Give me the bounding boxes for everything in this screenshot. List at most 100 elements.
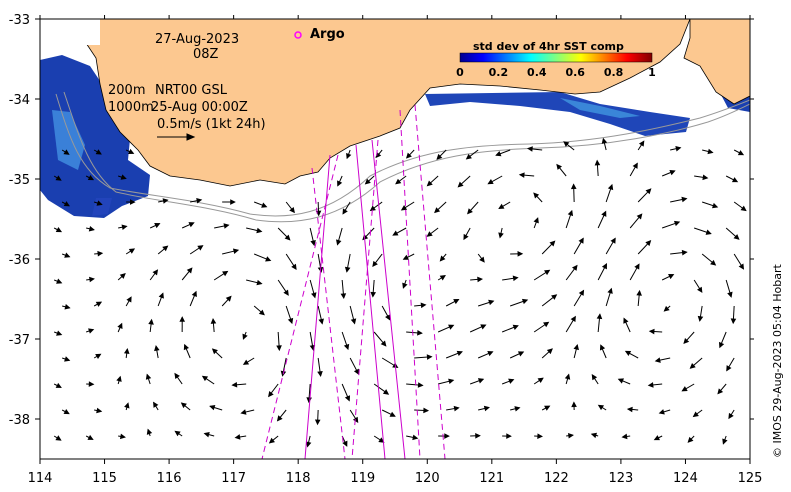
current-vector-head xyxy=(436,153,443,160)
current-vector-head xyxy=(291,263,297,270)
current-vector-head xyxy=(210,318,217,324)
current-vector-head xyxy=(533,192,540,199)
current-vector-head xyxy=(183,343,189,351)
current-vector-head xyxy=(126,296,132,303)
current-vector-head xyxy=(230,199,236,205)
current-vector-head xyxy=(88,328,95,334)
colorbar-tick-label: 0.6 xyxy=(565,66,585,79)
altimeter-tracks xyxy=(261,104,446,459)
current-vector-head xyxy=(632,162,638,169)
current-vector-head xyxy=(88,381,95,387)
scale-arrow xyxy=(157,133,196,141)
current-vector-head xyxy=(129,199,136,205)
current-vector-head xyxy=(64,356,71,362)
current-vector-head xyxy=(465,153,472,160)
current-vector-head xyxy=(289,207,295,214)
current-vector-head xyxy=(740,205,747,212)
current-vector-head xyxy=(196,197,203,204)
current-vector-head xyxy=(420,302,427,309)
current-vector-head xyxy=(232,248,240,254)
current-vector-head xyxy=(392,230,399,236)
current-vector-head xyxy=(180,402,187,409)
scale-label: 0.5m/s (1kt 24h) xyxy=(157,117,266,132)
current-vector-head xyxy=(439,275,446,281)
current-vector-head xyxy=(276,415,283,422)
current-vector-head xyxy=(188,222,195,228)
current-vector-head xyxy=(412,434,419,441)
x-tick-label: 120 xyxy=(415,471,440,486)
current-vector-head xyxy=(645,188,652,195)
current-vector-head xyxy=(546,348,553,355)
current-vector-head xyxy=(342,440,348,447)
current-vector-head xyxy=(240,409,247,415)
current-vector-head xyxy=(601,210,607,217)
current-vector-head xyxy=(153,401,159,408)
current-vector-head xyxy=(55,227,63,233)
current-vector-head xyxy=(599,344,606,351)
current-vector-head xyxy=(663,305,670,312)
current-vector-head xyxy=(146,428,153,435)
current-vector-head xyxy=(712,202,719,209)
x-tick-label: 125 xyxy=(738,471,763,486)
current-vector-head xyxy=(692,411,699,418)
current-vector-head xyxy=(551,294,558,300)
current-vector-head xyxy=(119,273,126,279)
x-tick-label: 123 xyxy=(608,471,633,486)
current-vector-head xyxy=(201,375,209,382)
current-vector-head xyxy=(453,405,460,412)
current-vector-head xyxy=(434,207,441,214)
current-vector-head xyxy=(63,408,70,415)
x-tick-label: 115 xyxy=(92,471,117,486)
current-vector-head xyxy=(669,169,676,176)
current-vector-head xyxy=(162,198,169,204)
current-vector-head xyxy=(697,315,704,322)
current-vector-head xyxy=(268,437,275,444)
current-vector-head xyxy=(87,175,95,181)
current-vector-head xyxy=(707,148,714,155)
current-vector-head xyxy=(426,231,433,237)
current-vector-head xyxy=(571,264,578,271)
current-vector-head xyxy=(483,405,490,412)
current-vector-head xyxy=(242,333,248,340)
current-vector-head xyxy=(258,309,265,316)
current-vector-head xyxy=(439,255,446,262)
current-vector-head xyxy=(96,407,103,414)
map-date: 27-Aug-2023 xyxy=(155,32,239,47)
current-vector-head xyxy=(487,179,494,185)
current-vector-head xyxy=(738,263,745,270)
current-vector-head xyxy=(350,318,357,325)
current-vector-head xyxy=(533,217,539,224)
current-vector-head xyxy=(448,378,455,385)
current-vector-head xyxy=(508,378,515,384)
y-tick-label: -34 xyxy=(9,93,30,108)
colorbar-tick-label: 0 xyxy=(456,66,464,79)
current-vector-head xyxy=(610,237,616,244)
current-vector-head xyxy=(385,314,391,321)
x-tick-label: 119 xyxy=(350,471,375,486)
current-vector-head xyxy=(597,404,605,411)
current-vector-head xyxy=(544,269,551,276)
current-vector-head xyxy=(506,433,512,439)
current-vector-head xyxy=(675,145,682,152)
current-vector-head xyxy=(128,248,136,254)
current-vector-head xyxy=(626,406,633,413)
current-vector-head xyxy=(88,226,95,232)
current-vector-head xyxy=(395,178,402,185)
current-vector-head xyxy=(495,151,502,157)
colorbar-tick-label: 0.2 xyxy=(489,66,509,79)
current-vector-head xyxy=(222,270,229,277)
current-vector-head xyxy=(453,299,460,305)
current-vector-head xyxy=(400,205,408,211)
current-vector-head xyxy=(340,293,347,300)
current-vector-head xyxy=(352,416,359,423)
current-vector-head xyxy=(444,433,450,439)
current-vector-head xyxy=(372,260,378,268)
current-vector-head xyxy=(726,365,732,372)
current-vector-head xyxy=(696,286,703,293)
current-vector-head xyxy=(370,291,377,298)
current-vector-head xyxy=(128,148,135,154)
current-vector-head xyxy=(56,278,63,284)
x-tick-label: 124 xyxy=(673,471,698,486)
current-vector-head xyxy=(317,370,323,377)
current-vector-head xyxy=(653,435,660,441)
